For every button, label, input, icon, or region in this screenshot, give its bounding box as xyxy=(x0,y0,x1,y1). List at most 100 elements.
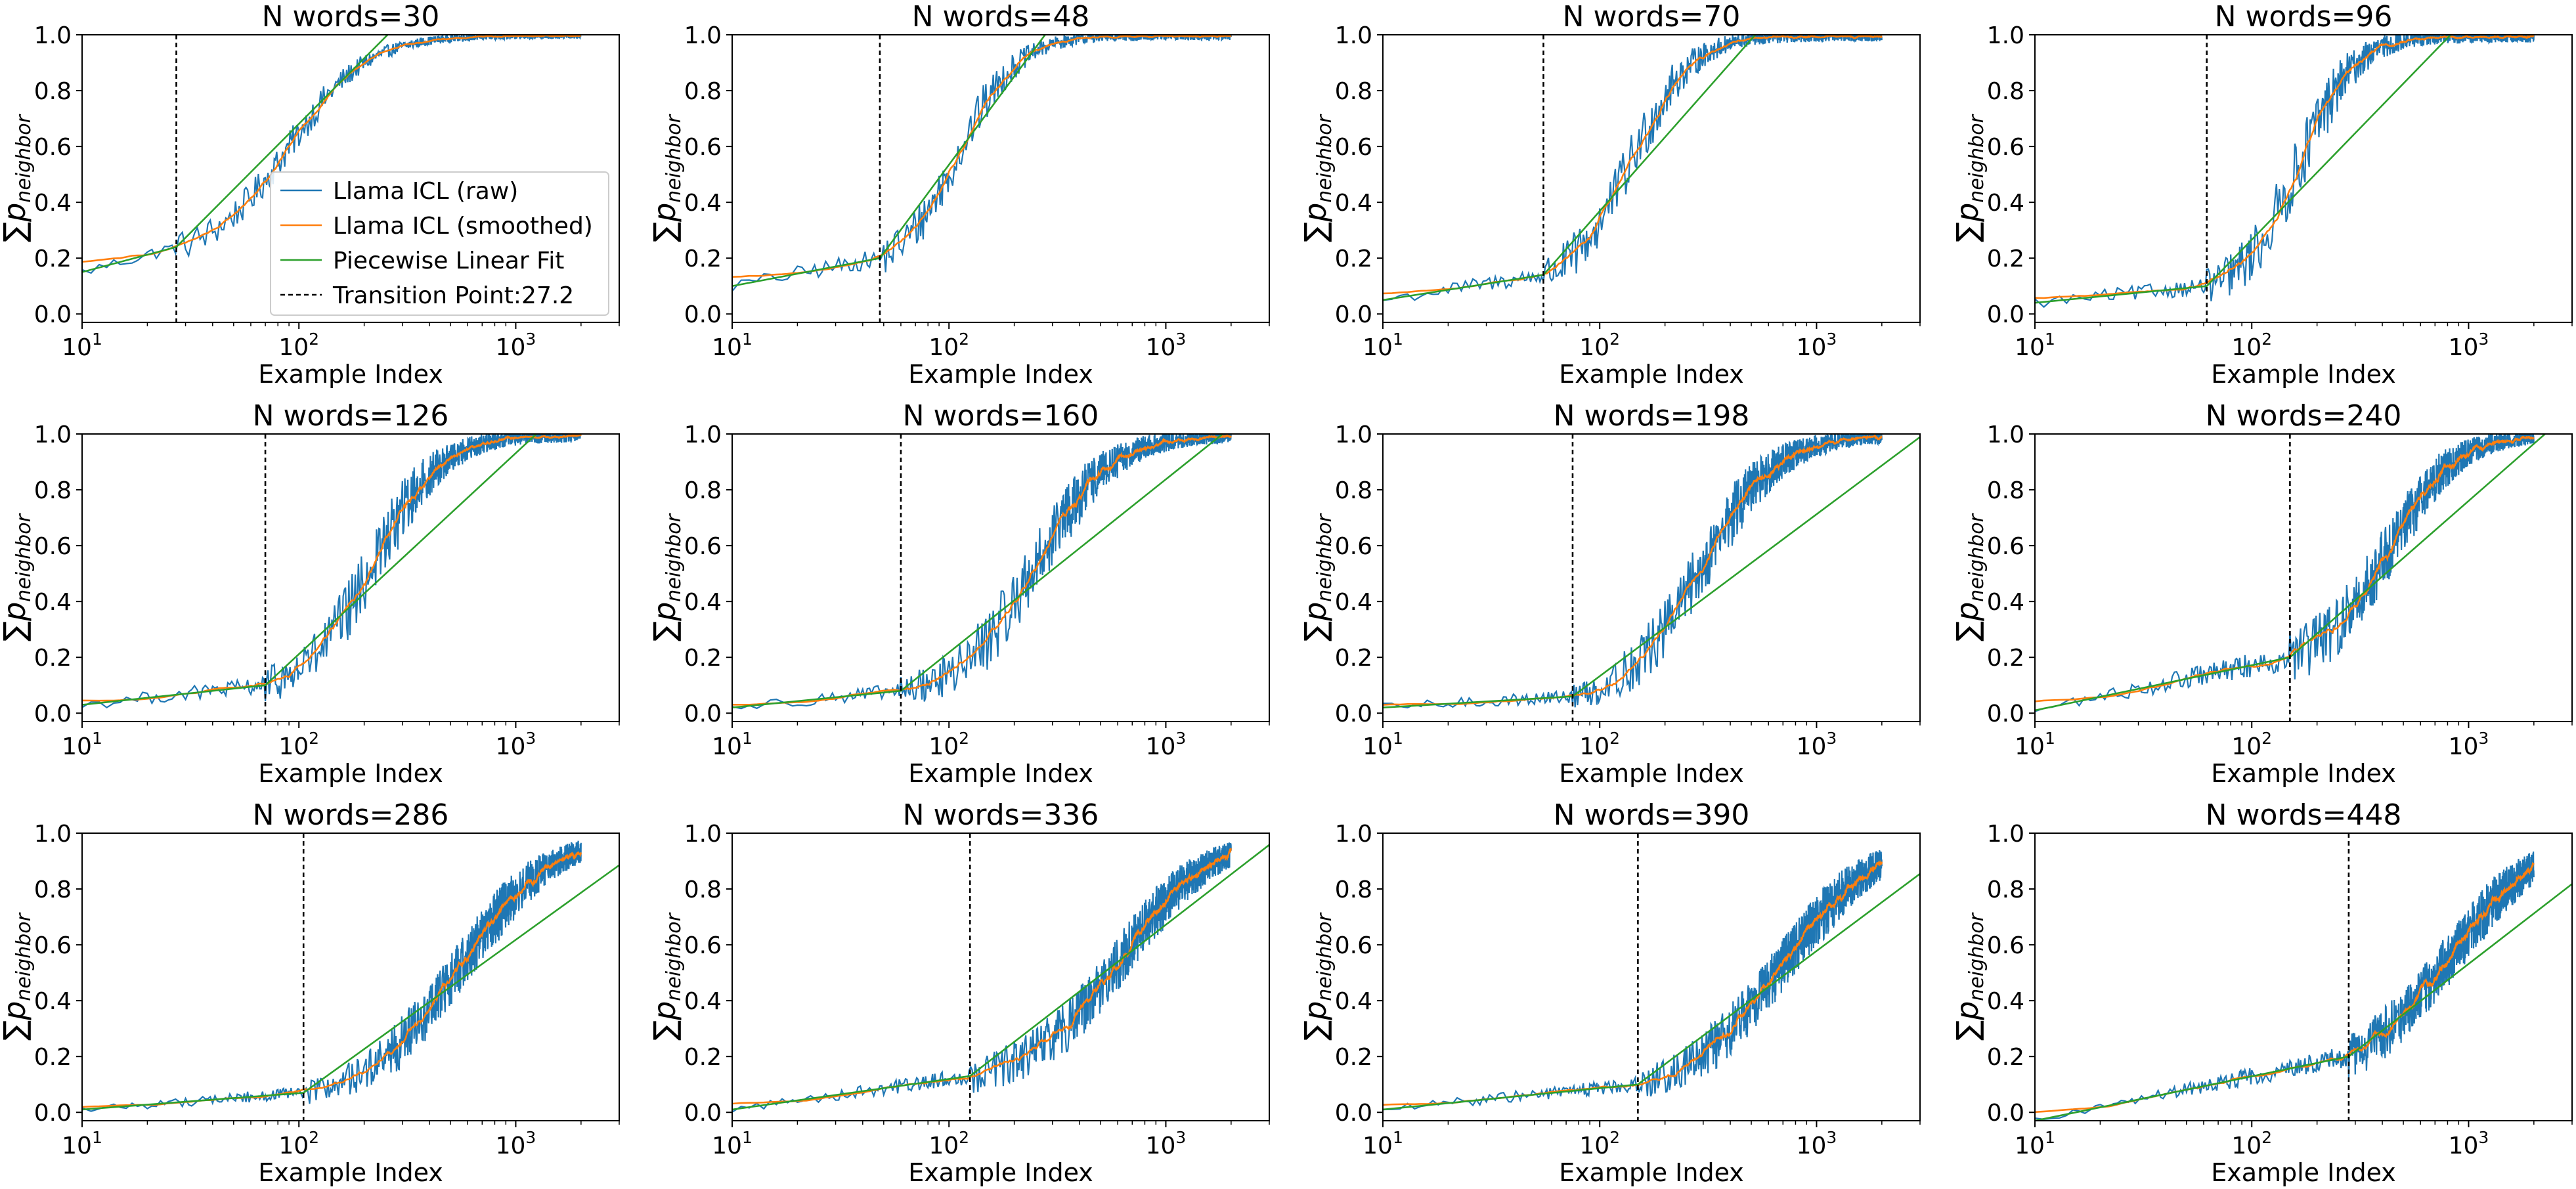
y-tick-label: 0.8 xyxy=(34,477,72,504)
y-tick-label: 0.6 xyxy=(684,533,722,560)
raw-series-line xyxy=(732,434,1232,710)
x-tick-label: 101 xyxy=(62,729,102,760)
raw-series-line xyxy=(2035,35,2535,309)
y-tick-label: 0.8 xyxy=(34,78,72,105)
y-tick-label: 0.8 xyxy=(684,78,722,105)
legend-label: Piecewise Linear Fit xyxy=(333,248,564,274)
y-tick-label: 0.0 xyxy=(34,301,72,328)
piecewise-fit-line xyxy=(732,35,1047,287)
subplot-title: N words=448 xyxy=(2206,798,2402,832)
x-tick-label: 102 xyxy=(2231,1128,2272,1159)
subplot-3: 0.0 0.2 0.4 0.6 0.8 1.0 101 102 103 N words=70 Exa… xyxy=(1298,0,1921,389)
x-tick-label: 102 xyxy=(1579,330,1620,361)
piecewise-fit-line xyxy=(82,434,538,706)
y-axis-label: ∑pneighbor xyxy=(0,912,35,1040)
x-tick-label: 102 xyxy=(1579,1128,1620,1159)
raw-series-line xyxy=(732,35,1232,292)
axes-frame xyxy=(1382,433,1921,722)
x-tick-label: 103 xyxy=(1797,330,1837,361)
x-axis-label: Example Index xyxy=(258,360,443,389)
axes-frame xyxy=(1382,34,1921,323)
y-tick-label: 1.0 xyxy=(1987,422,2024,448)
y-tick-label: 0.0 xyxy=(34,1100,72,1127)
y-tick-label: 0.6 xyxy=(684,932,722,959)
raw-series-line xyxy=(1383,35,1883,301)
x-tick-label: 102 xyxy=(928,330,969,361)
x-tick-label: 102 xyxy=(278,729,319,760)
subplot-title: N words=336 xyxy=(903,798,1099,832)
y-tick-label: 0.2 xyxy=(1335,1044,1372,1071)
subplot-title: N words=30 xyxy=(262,0,440,33)
axes-frame xyxy=(2034,832,2573,1121)
subplot-1: 0.0 0.2 0.4 0.6 0.8 1.0 101 102 103 N words=30 Exa… xyxy=(0,0,620,389)
axes-frame xyxy=(81,34,620,323)
y-tick-label: 0.4 xyxy=(684,190,722,217)
smoothed-series-line xyxy=(82,35,582,263)
x-tick-label: 103 xyxy=(2449,330,2489,361)
x-tick-label: 103 xyxy=(1797,729,1837,760)
y-tick-label: 0.8 xyxy=(1987,477,2024,504)
y-tick-label: 0.6 xyxy=(1335,533,1372,560)
plot-area xyxy=(732,35,1232,292)
axes-frame xyxy=(81,832,620,1121)
y-tick-label: 0.2 xyxy=(34,1044,72,1071)
smoothed-series-line xyxy=(2035,35,2535,299)
y-tick-label: 0.4 xyxy=(34,988,72,1015)
y-tick-label: 0.6 xyxy=(1987,533,2024,560)
x-tick-label: 103 xyxy=(1146,729,1187,760)
subplot-title: N words=240 xyxy=(2206,399,2402,433)
y-axis-label: ∑pneighbor xyxy=(1298,114,1336,242)
axes-frame xyxy=(731,433,1270,722)
axes-frame xyxy=(1382,832,1921,1121)
x-tick-label: 103 xyxy=(1146,330,1187,361)
y-tick-label: 0.0 xyxy=(1335,701,1372,727)
y-tick-label: 1.0 xyxy=(684,22,722,49)
x-tick-label: 101 xyxy=(2015,330,2055,361)
axes-frame xyxy=(2034,34,2573,323)
x-axis-label: Example Index xyxy=(908,759,1093,788)
x-axis-label: Example Index xyxy=(2211,360,2396,389)
y-axis-label: ∑pneighbor xyxy=(647,912,686,1040)
y-tick-label: 0.4 xyxy=(1987,988,2024,1015)
plot-area xyxy=(732,434,1232,710)
y-axis-label: ∑pneighbor xyxy=(0,513,35,641)
subplot-4: 0.0 0.2 0.4 0.6 0.8 1.0 101 102 103 N words=96 Exa… xyxy=(1950,0,2573,389)
x-tick-label: 101 xyxy=(712,729,753,760)
y-tick-label: 0.2 xyxy=(34,645,72,672)
y-tick-label: 1.0 xyxy=(1987,821,2024,848)
x-tick-label: 101 xyxy=(1363,729,1403,760)
x-tick-label: 102 xyxy=(278,1128,319,1159)
y-tick-label: 0.4 xyxy=(1335,190,1372,217)
x-tick-label: 102 xyxy=(1579,729,1620,760)
piecewise-fit-line xyxy=(732,844,1269,1111)
x-tick-label: 101 xyxy=(2015,729,2055,760)
x-axis-label: Example Index xyxy=(908,360,1093,389)
x-tick-label: 103 xyxy=(2449,729,2489,760)
y-tick-label: 0.2 xyxy=(1335,645,1372,672)
y-tick-label: 0.0 xyxy=(1987,301,2024,328)
y-tick-label: 0.2 xyxy=(1987,1044,2024,1071)
smoothed-series-line xyxy=(2035,435,2535,703)
y-tick-label: 1.0 xyxy=(684,821,722,848)
y-tick-label: 0.4 xyxy=(34,589,72,616)
subplot-8: 0.0 0.2 0.4 0.6 0.8 1.0 101 102 103 N words=240 Ex… xyxy=(1950,399,2573,788)
subplot-title: N words=70 xyxy=(1563,0,1741,33)
y-axis-label: ∑pneighbor xyxy=(1298,513,1336,641)
y-tick-label: 0.6 xyxy=(34,134,72,161)
y-tick-label: 1.0 xyxy=(1335,22,1372,49)
x-axis-label: Example Index xyxy=(258,1158,443,1187)
smoothed-series-line xyxy=(1383,859,1883,1106)
y-axis-label: ∑pneighbor xyxy=(647,513,686,641)
plot-area xyxy=(82,434,582,709)
y-tick-label: 0.2 xyxy=(684,246,722,272)
smoothed-series-line xyxy=(1383,35,1883,295)
x-axis-label: Example Index xyxy=(1559,1158,1744,1187)
y-tick-label: 1.0 xyxy=(684,422,722,448)
plot-area xyxy=(2035,35,2535,309)
x-tick-label: 102 xyxy=(2231,729,2272,760)
y-tick-label: 0.6 xyxy=(1335,134,1372,161)
y-tick-label: 0.0 xyxy=(684,701,722,727)
x-axis-label: Example Index xyxy=(2211,759,2396,788)
y-tick-label: 0.4 xyxy=(1987,190,2024,217)
